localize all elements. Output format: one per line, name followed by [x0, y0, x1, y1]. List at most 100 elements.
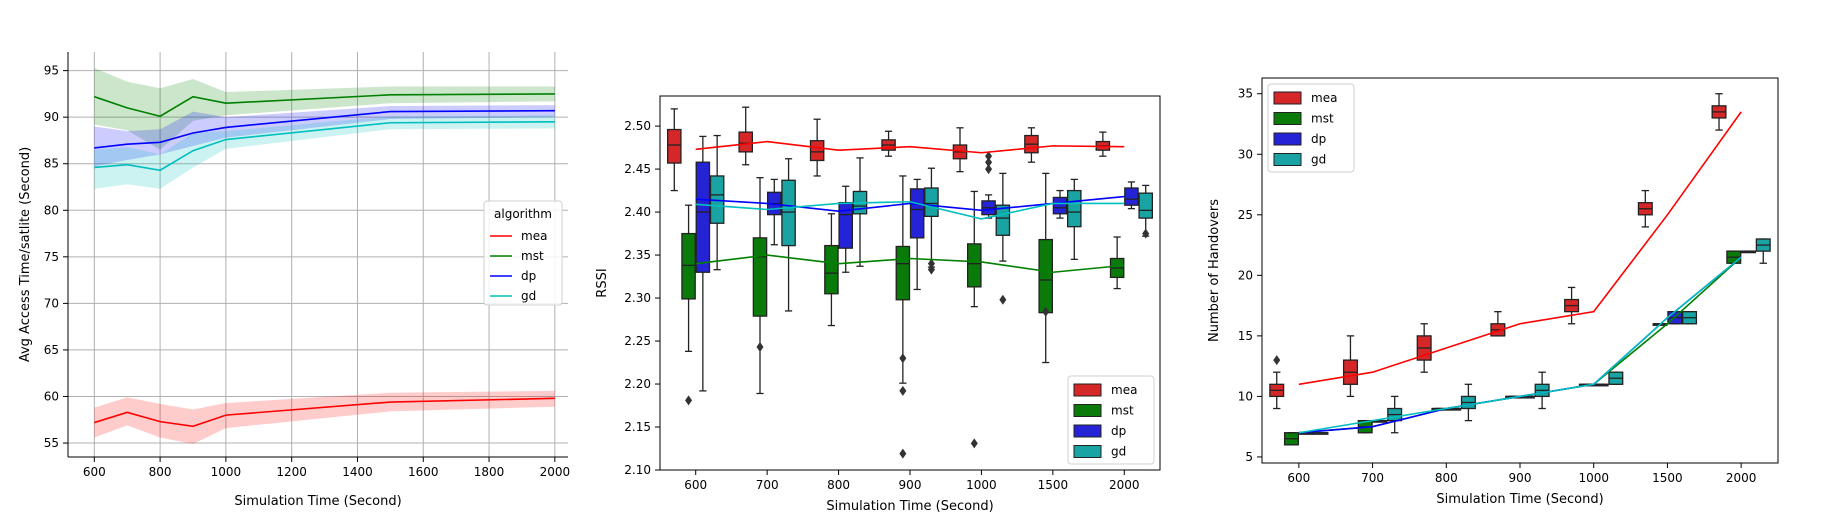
chart-handovers: 600 700 800 900 1000 1500 2000 5 10 15 20 25 30 35 Sim…: [1207, 77, 1779, 507]
y-tick-label: 2.35: [624, 248, 651, 262]
y-tick-label: 2.40: [624, 205, 651, 219]
x-tick-label: 1600: [408, 465, 439, 479]
x-tick-label: 2000: [540, 465, 571, 479]
legend-label-dp: dp: [1311, 132, 1326, 146]
x-tick-label: 700: [1361, 471, 1384, 485]
ci-band-mea: [94, 390, 555, 444]
outlier-point: [899, 448, 907, 459]
x-axis-label: Simulation Time (Second): [826, 499, 993, 514]
legend-swatch-mst: [1273, 112, 1302, 125]
y-axis-label: Number of Handovers: [1207, 199, 1222, 342]
ci-band-gd: [94, 115, 555, 189]
outlier-point: [756, 342, 764, 353]
mean-line-dp: [1298, 256, 1742, 434]
y-tick-label: 35: [1238, 87, 1253, 101]
y-tick-label: 2.10: [624, 463, 651, 477]
y-tick-label: 80: [44, 203, 59, 217]
x-tick-label: 1500: [1038, 478, 1069, 492]
outlier-point: [985, 164, 993, 175]
outlier-point: [927, 258, 935, 269]
box-mst: [681, 232, 696, 300]
box-gd: [1066, 189, 1082, 228]
legend-label-dp: dp: [521, 269, 536, 283]
outlier-point: [899, 385, 907, 396]
ci-band-dp: [94, 105, 555, 167]
x-tick-label: 900: [1509, 471, 1532, 485]
mean-line-gd: [695, 200, 1125, 220]
outlier-point: [1142, 228, 1150, 239]
legend-label-mst: mst: [1311, 112, 1334, 126]
y-tick-label: 2.50: [624, 119, 651, 133]
legend-swatch-dp: [1273, 132, 1302, 146]
chart-rssi: 600 700 800 900 1000 1500 2000 2.10 2.15 2.20 2.25…: [595, 95, 1161, 514]
legend-label-mst: mst: [521, 249, 544, 263]
x-tick-label: 1400: [342, 465, 373, 479]
y-tick-label: 2.30: [624, 291, 651, 305]
y-tick-label: 20: [1238, 268, 1253, 282]
box-mea: [666, 128, 682, 164]
y-tick-label: 85: [44, 157, 59, 171]
box-dp: [695, 161, 711, 273]
legend-box: [483, 200, 563, 306]
y-tick-label: 70: [44, 296, 59, 310]
x-tick-label: 600: [83, 465, 106, 479]
legend-label-dp: dp: [1111, 424, 1126, 438]
x-tick-label: 2000: [1726, 471, 1757, 485]
x-axis-label: Simulation Time (Second): [1436, 492, 1603, 507]
series-line-gd: [94, 121, 555, 172]
box-mst: [966, 243, 982, 288]
x-tick-label: 600: [1287, 471, 1310, 485]
y-axis-label: Avg Access Time/satlite (Second): [18, 147, 33, 362]
x-tick-label: 1000: [1578, 471, 1609, 485]
legend-box: [1267, 83, 1355, 173]
x-axis-label: Simulation Time (Second): [234, 494, 401, 509]
y-tick-label: 2.20: [624, 377, 651, 391]
box-gd: [995, 204, 1011, 236]
box-dp: [1052, 196, 1068, 215]
x-tick-label: 800: [1435, 471, 1458, 485]
legend-label-mea: mea: [521, 229, 547, 243]
x-tick-label: 900: [899, 478, 922, 492]
mean-line-mst: [1298, 256, 1742, 434]
y-tick-label: 2.25: [624, 334, 651, 348]
y-tick-label: 75: [44, 250, 59, 264]
legend-swatch-gd: [1073, 445, 1102, 458]
box-gd: [1138, 192, 1154, 219]
x-tick-label: 1000: [966, 478, 997, 492]
y-tick-label: 95: [44, 64, 59, 78]
box-mst: [895, 245, 911, 301]
y-tick-label: 30: [1238, 147, 1253, 161]
box-mst: [752, 237, 768, 317]
mean-line-mst: [695, 254, 1125, 274]
legend-label-mst: mst: [1111, 404, 1134, 418]
series-line-mea: [94, 397, 555, 428]
outlier-point: [1273, 355, 1281, 366]
x-tick-label: 800: [149, 465, 172, 479]
y-tick-label: 65: [44, 343, 59, 357]
x-tick-label: 1200: [276, 465, 307, 479]
x-tick-label: 600: [684, 478, 707, 492]
legend-swatch-mea: [1273, 91, 1302, 105]
y-tick-label: 2.15: [624, 420, 651, 434]
mean-line-mea: [1298, 111, 1742, 386]
box-dp: [1124, 187, 1139, 206]
legend-swatch-dp: [1073, 424, 1102, 438]
y-tick-label: 10: [1238, 389, 1253, 403]
box-mst: [1038, 238, 1054, 314]
legend-label-mea: mea: [1111, 383, 1137, 397]
x-tick-label: 800: [827, 478, 850, 492]
box-mea: [809, 140, 825, 162]
legend-label-gd: gd: [1111, 445, 1126, 459]
mean-line-mea: [695, 140, 1125, 154]
legend-label-gd: gd: [521, 289, 536, 303]
x-tick-label: 1800: [474, 465, 505, 479]
legend-label-mea: mea: [1311, 91, 1337, 105]
box-dp: [909, 188, 925, 239]
box-mea: [738, 131, 754, 153]
y-tick-label: 5: [1245, 450, 1253, 464]
legend-box: [1067, 375, 1155, 465]
legend-swatch-mst: [1073, 404, 1102, 417]
y-axis-label: RSSI: [595, 268, 610, 297]
y-tick-label: 55: [44, 436, 59, 450]
